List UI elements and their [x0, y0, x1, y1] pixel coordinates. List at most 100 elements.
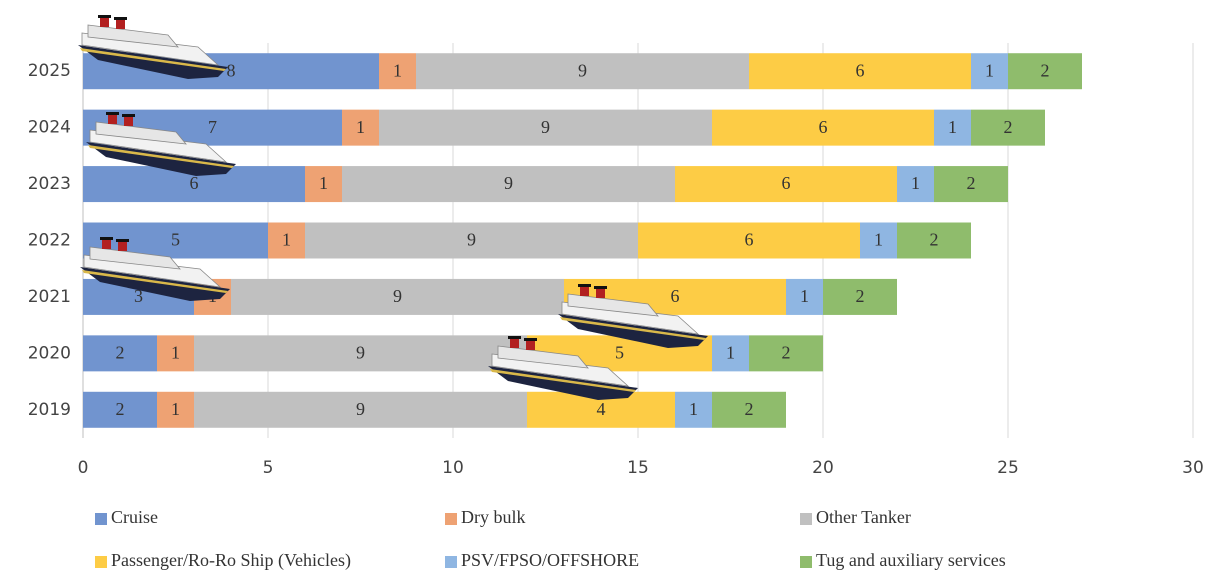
data-label: 2: [930, 230, 939, 250]
data-label: 5: [171, 230, 180, 250]
x-tick-label: 15: [627, 458, 649, 478]
data-label: 1: [726, 342, 735, 362]
data-label: 9: [356, 399, 365, 419]
bar-segment: [157, 391, 194, 428]
data-label: 1: [171, 342, 180, 362]
bar-segment: [342, 166, 675, 203]
legend-swatch: [445, 556, 457, 568]
data-label: 9: [393, 286, 402, 306]
bar-segment: [675, 166, 897, 203]
legend-label: Cruise: [111, 507, 158, 527]
data-label: 2: [1004, 117, 1013, 137]
data-label: 1: [911, 173, 920, 193]
legend-swatch: [445, 513, 457, 525]
y-tick-label: 2019: [28, 400, 71, 420]
bar-segment: [971, 109, 1045, 146]
data-label: 9: [541, 117, 550, 137]
y-tick-label: 2022: [28, 231, 71, 251]
x-tick-label: 20: [812, 458, 834, 478]
bar-segment: [305, 166, 342, 203]
data-label: 1: [319, 173, 328, 193]
data-label: 6: [819, 117, 828, 137]
bar-segment: [712, 391, 786, 428]
data-label: 6: [671, 286, 680, 306]
legend-label: PSV/FPSO/OFFSHORE: [461, 550, 639, 570]
bar-segment: [749, 53, 971, 90]
y-tick-label: 2020: [28, 343, 71, 363]
bar-segment: [712, 109, 934, 146]
bar-segment: [786, 278, 823, 315]
bar-segment: [712, 335, 749, 372]
data-label: 2: [856, 286, 865, 306]
y-tick-label: 2023: [28, 174, 71, 194]
data-label: 4: [597, 399, 606, 419]
data-label: 8: [227, 60, 236, 80]
x-tick-label: 10: [442, 458, 464, 478]
x-tick-label: 5: [263, 458, 274, 478]
data-label: 2: [967, 173, 976, 193]
data-label: 1: [356, 117, 365, 137]
data-label: 2: [116, 342, 125, 362]
data-label: 9: [356, 342, 365, 362]
bar-segment: [305, 222, 638, 259]
bar-segment: [157, 335, 194, 372]
bar-segment: [379, 109, 712, 146]
data-label: 6: [190, 173, 199, 193]
data-label: 6: [745, 230, 754, 250]
bar-segment: [342, 109, 379, 146]
legend-label: Other Tanker: [816, 507, 911, 527]
y-tick-label: 2021: [28, 287, 71, 307]
bar-segment: [823, 278, 897, 315]
legend-label: Dry bulk: [461, 507, 526, 527]
data-label: 5: [615, 342, 624, 362]
bar-segment: [379, 53, 416, 90]
data-label: 1: [985, 60, 994, 80]
bar-segment: [83, 391, 157, 428]
bar-segment: [934, 166, 1008, 203]
bar-segment: [83, 335, 157, 372]
data-label: 2: [745, 399, 754, 419]
legend-label: Passenger/Ro-Ro Ship (Vehicles): [111, 550, 351, 571]
data-label: 9: [504, 173, 513, 193]
legend-swatch: [800, 513, 812, 525]
bar-segment: [934, 109, 971, 146]
bar-segment: [1008, 53, 1082, 90]
data-label: 3: [134, 286, 143, 306]
data-label: 2: [782, 342, 791, 362]
data-label: 6: [856, 60, 865, 80]
bar-segment: [231, 278, 564, 315]
legend-label: Tug and auxiliary services: [816, 550, 1006, 570]
x-tick-label: 30: [1182, 458, 1204, 478]
x-tick-label: 25: [997, 458, 1019, 478]
data-label: 1: [282, 230, 291, 250]
data-label: 2: [1041, 60, 1050, 80]
data-label: 7: [208, 117, 217, 137]
bar-segment: [675, 391, 712, 428]
bar-segment: [194, 335, 527, 372]
legend-swatch: [95, 513, 107, 525]
bar-segment: [416, 53, 749, 90]
x-tick-label: 0: [78, 458, 89, 478]
legend: Cruise Dry bulk Other Tanker Passenger/Ro-R…: [95, 507, 1006, 571]
data-label: 9: [578, 60, 587, 80]
bar-segment: [860, 222, 897, 259]
data-label: 6: [782, 173, 791, 193]
y-tick-label: 2025: [28, 61, 71, 81]
y-tick-label: 2024: [28, 118, 71, 138]
data-label: 1: [874, 230, 883, 250]
bar-segment: [194, 391, 527, 428]
bar-segment: [638, 222, 860, 259]
legend-swatch: [800, 556, 812, 568]
bar-segment: [749, 335, 823, 372]
bar-segment: [971, 53, 1008, 90]
data-label: 1: [800, 286, 809, 306]
data-label: 1: [393, 60, 402, 80]
data-label: 2: [116, 399, 125, 419]
bar-segment: [268, 222, 305, 259]
bar-segment: [897, 166, 934, 203]
data-label: 1: [171, 399, 180, 419]
data-label: 1: [689, 399, 698, 419]
data-label: 9: [467, 230, 476, 250]
legend-swatch: [95, 556, 107, 568]
